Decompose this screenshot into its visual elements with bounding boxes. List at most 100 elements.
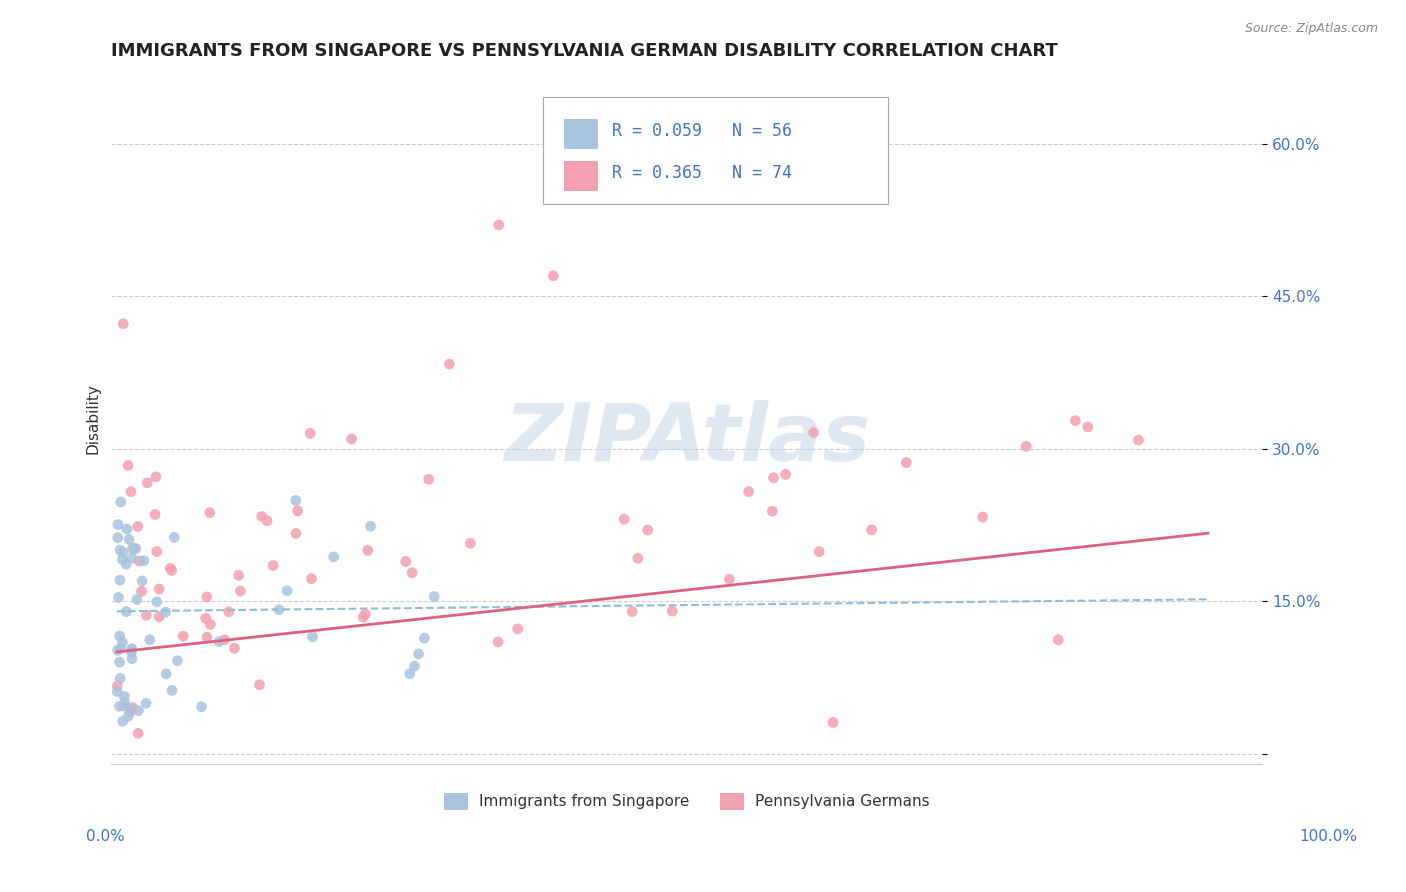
Point <box>120 704 142 718</box>
Text: 100.0%: 100.0% <box>1299 830 1358 844</box>
Point <box>543 268 565 283</box>
Point <box>121 541 143 556</box>
Point <box>118 533 141 547</box>
Point <box>1128 433 1150 447</box>
Point <box>613 512 636 526</box>
Point <box>301 630 323 644</box>
Point <box>661 604 683 618</box>
Point <box>228 568 250 582</box>
Point <box>398 666 420 681</box>
Point <box>110 495 132 509</box>
Point <box>401 566 423 580</box>
Point <box>107 531 129 545</box>
Point <box>111 635 134 649</box>
Point <box>146 544 169 558</box>
Point <box>354 607 377 622</box>
Point <box>121 700 143 714</box>
Text: ZIPAtlas: ZIPAtlas <box>503 400 870 478</box>
Point <box>135 696 157 710</box>
Point <box>718 572 741 586</box>
Text: R = 0.365   N = 74: R = 0.365 N = 74 <box>612 163 792 182</box>
Point <box>146 595 169 609</box>
Point <box>132 554 155 568</box>
Point <box>404 659 426 673</box>
Point <box>114 696 136 710</box>
Point <box>267 603 290 617</box>
Point <box>115 605 138 619</box>
Point <box>155 666 177 681</box>
Point <box>460 536 482 550</box>
Point <box>439 357 461 371</box>
Point <box>229 584 252 599</box>
Point <box>194 611 217 625</box>
Point <box>360 519 382 533</box>
Point <box>136 475 159 490</box>
Point <box>135 608 157 623</box>
Point <box>139 632 162 647</box>
Point <box>299 426 322 441</box>
Point <box>195 590 218 604</box>
Point <box>108 629 131 643</box>
Point <box>117 458 139 473</box>
Point <box>224 641 246 656</box>
Point <box>108 543 131 558</box>
Point <box>105 679 128 693</box>
Point <box>121 645 143 659</box>
Point <box>860 523 883 537</box>
Point <box>762 471 785 485</box>
Point <box>112 317 135 331</box>
Point <box>159 561 181 575</box>
Point <box>627 551 650 566</box>
Point <box>115 557 138 571</box>
Point <box>637 523 659 537</box>
Point <box>395 554 418 568</box>
Point <box>1015 439 1038 453</box>
Point <box>352 610 374 624</box>
Point <box>148 609 170 624</box>
Point <box>413 631 436 645</box>
Point <box>127 519 149 533</box>
Point <box>262 558 284 573</box>
Point <box>111 552 134 566</box>
Point <box>128 554 150 568</box>
Point <box>737 484 759 499</box>
Point <box>143 508 166 522</box>
Point <box>117 709 139 723</box>
Point <box>145 470 167 484</box>
Point <box>108 671 131 685</box>
Point <box>112 690 135 704</box>
Point <box>131 584 153 599</box>
Point <box>160 563 183 577</box>
Point <box>148 582 170 596</box>
Point <box>166 654 188 668</box>
Point <box>125 541 148 556</box>
Point <box>506 622 529 636</box>
FancyBboxPatch shape <box>543 96 889 203</box>
Point <box>105 684 128 698</box>
Legend: Immigrants from Singapore, Pennsylvania Germans: Immigrants from Singapore, Pennsylvania … <box>437 787 936 815</box>
Point <box>208 634 231 648</box>
Point <box>775 467 797 482</box>
Point <box>284 526 307 541</box>
Point <box>190 699 212 714</box>
Point <box>172 629 194 643</box>
Text: IMMIGRANTS FROM SINGAPORE VS PENNSYLVANIA GERMAN DISABILITY CORRELATION CHART: IMMIGRANTS FROM SINGAPORE VS PENNSYLVANI… <box>111 42 1059 60</box>
Point <box>256 514 278 528</box>
Point <box>284 493 307 508</box>
Point <box>423 590 446 604</box>
Point <box>761 504 783 518</box>
Point <box>107 591 129 605</box>
Point <box>357 543 380 558</box>
Point <box>198 506 221 520</box>
Point <box>160 683 183 698</box>
Point <box>340 432 363 446</box>
Point <box>418 472 440 486</box>
Point <box>131 574 153 588</box>
Point <box>195 630 218 644</box>
Point <box>803 425 825 440</box>
Point <box>121 551 143 566</box>
Point <box>276 583 298 598</box>
Point <box>488 218 510 232</box>
Point <box>107 643 129 657</box>
Point <box>121 641 143 656</box>
